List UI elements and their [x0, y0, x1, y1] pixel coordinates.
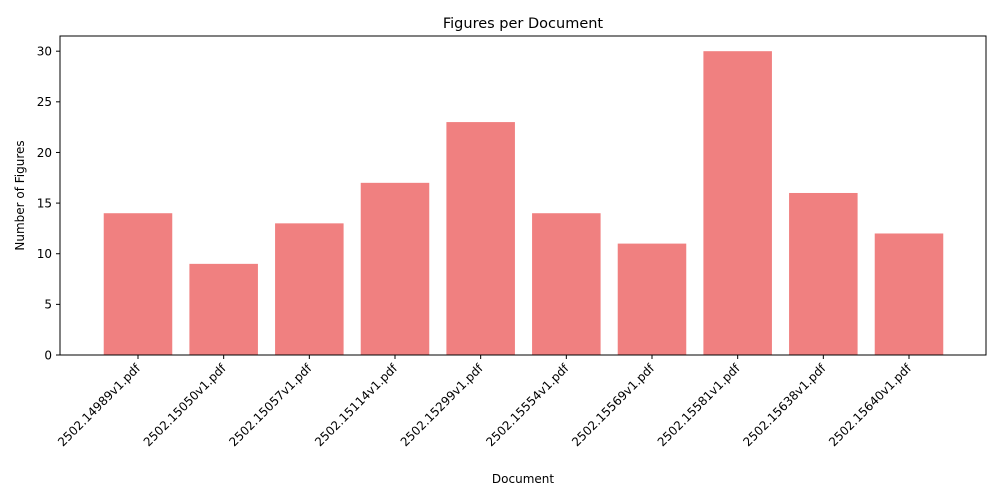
x-tick-label: 2502.14989v1.pdf: [55, 361, 144, 450]
bar: [446, 122, 515, 355]
y-tick-label: 5: [44, 298, 52, 312]
bar: [103, 213, 173, 355]
x-tick-label: 2502.15581v1.pdf: [655, 361, 744, 450]
bar: [360, 182, 430, 355]
bar: [789, 192, 858, 355]
y-axis: 0 5 10 15 20 25 30: [37, 44, 60, 362]
y-tick-label: 0: [44, 348, 52, 362]
y-tick-label: 15: [37, 196, 52, 210]
x-tick-label: 2502.15638v1.pdf: [740, 361, 829, 450]
x-tick-label: 2502.15640v1.pdf: [826, 361, 915, 450]
y-axis-label: Number of Figures: [13, 140, 27, 250]
x-tick-label: 2502.15114v1.pdf: [312, 361, 401, 450]
x-tick-label: 2502.15569v1.pdf: [569, 361, 658, 450]
bar: [532, 213, 601, 355]
x-tick-label: 2502.15050v1.pdf: [141, 361, 230, 450]
bar: [275, 223, 344, 355]
y-tick-label: 20: [37, 146, 52, 160]
x-tick-label: 2502.15299v1.pdf: [398, 361, 487, 450]
y-tick-label: 25: [37, 95, 52, 109]
bar: [703, 51, 772, 355]
x-axis-label: Document: [492, 472, 554, 486]
bars-group: [103, 51, 944, 355]
bar: [874, 233, 944, 355]
plot-frame: [59, 35, 987, 356]
bar: [617, 243, 687, 355]
bar: [189, 263, 258, 355]
y-tick-label: 30: [37, 44, 52, 58]
chart-title: Figures per Document: [443, 16, 604, 32]
x-tick-label: 2502.15057v1.pdf: [226, 361, 315, 450]
x-axis: 2502.14989v1.pdf2502.15050v1.pdf2502.150…: [55, 355, 915, 449]
y-tick-label: 10: [37, 247, 52, 261]
x-tick-label: 2502.15554v1.pdf: [483, 361, 572, 450]
